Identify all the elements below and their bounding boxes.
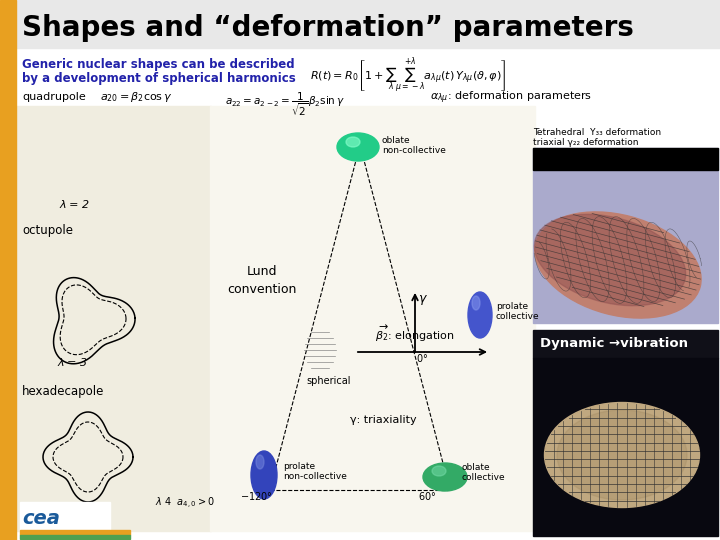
Text: $R(t) = R_0\left[1+\sum_{\lambda}\sum_{\mu=-\lambda}^{+\lambda}a_{\lambda\mu}(t): $R(t) = R_0\left[1+\sum_{\lambda}\sum_{\…: [310, 56, 506, 96]
Bar: [533, 148, 718, 323]
Text: oblate
collective: oblate collective: [462, 463, 505, 482]
Text: prolate
non-collective: prolate non-collective: [283, 462, 347, 481]
Text: quadrupole: quadrupole: [22, 92, 86, 102]
Ellipse shape: [468, 292, 492, 338]
Text: $0°$: $0°$: [416, 352, 428, 364]
Bar: [16, 106, 211, 531]
Bar: [210, 106, 535, 531]
Text: prolate
collective: prolate collective: [496, 302, 539, 321]
Ellipse shape: [346, 137, 360, 147]
Text: spherical: spherical: [306, 376, 351, 386]
Text: $\alpha_{\lambda\mu}$: deformation parameters: $\alpha_{\lambda\mu}$: deformation param…: [430, 90, 592, 106]
Ellipse shape: [432, 466, 446, 476]
Ellipse shape: [256, 455, 264, 469]
Text: Tetrahedral  Y₃₃ deformation: Tetrahedral Y₃₃ deformation: [533, 128, 661, 137]
Ellipse shape: [534, 214, 685, 306]
Text: triaxial γ₂₂ deformation: triaxial γ₂₂ deformation: [533, 138, 639, 147]
Ellipse shape: [472, 296, 480, 310]
Text: oblate
non-collective: oblate non-collective: [382, 136, 446, 156]
Bar: [16, 0, 720, 48]
Text: γ: triaxiality: γ: triaxiality: [350, 415, 417, 425]
Text: $-120°$: $-120°$: [240, 490, 273, 502]
Text: Generic nuclear shapes can be described: Generic nuclear shapes can be described: [22, 58, 294, 71]
Bar: [533, 330, 718, 358]
Text: $\overrightarrow{\beta_2}$: elongation: $\overrightarrow{\beta_2}$: elongation: [375, 324, 455, 344]
Bar: [533, 148, 718, 170]
Ellipse shape: [544, 402, 700, 508]
Text: cea: cea: [22, 509, 60, 528]
Bar: [533, 358, 718, 536]
Text: $\lambda\ 4\ \ a_{4,0}>0$: $\lambda\ 4\ \ a_{4,0}>0$: [155, 496, 215, 511]
Text: λ = 2: λ = 2: [60, 200, 90, 210]
Text: $a_{22}=a_{2-2}=\dfrac{1}{\sqrt{2}}\beta_2\sin\gamma$: $a_{22}=a_{2-2}=\dfrac{1}{\sqrt{2}}\beta…: [225, 90, 345, 118]
Ellipse shape: [423, 463, 467, 491]
Text: Shapes and “deformation” parameters: Shapes and “deformation” parameters: [22, 14, 634, 42]
Bar: [20, 530, 130, 535]
Text: octupole: octupole: [22, 224, 73, 237]
Text: hexadecapole: hexadecapole: [22, 385, 104, 398]
Text: $60°$: $60°$: [418, 490, 436, 502]
Text: $a_{20} = \beta_2\cos\gamma$: $a_{20} = \beta_2\cos\gamma$: [100, 90, 173, 104]
Bar: [20, 502, 110, 534]
Text: Dynamic →vibration: Dynamic →vibration: [540, 338, 688, 350]
Text: $\gamma$: $\gamma$: [418, 293, 428, 307]
Bar: [0, 0, 16, 540]
Text: by a development of spherical harmonics: by a development of spherical harmonics: [22, 72, 296, 85]
Ellipse shape: [337, 133, 379, 161]
Bar: [20, 535, 130, 539]
Ellipse shape: [535, 212, 701, 318]
Ellipse shape: [557, 410, 687, 500]
Text: Lund
convention: Lund convention: [228, 265, 297, 296]
Ellipse shape: [251, 451, 277, 499]
Text: λ = 3: λ = 3: [58, 358, 88, 368]
